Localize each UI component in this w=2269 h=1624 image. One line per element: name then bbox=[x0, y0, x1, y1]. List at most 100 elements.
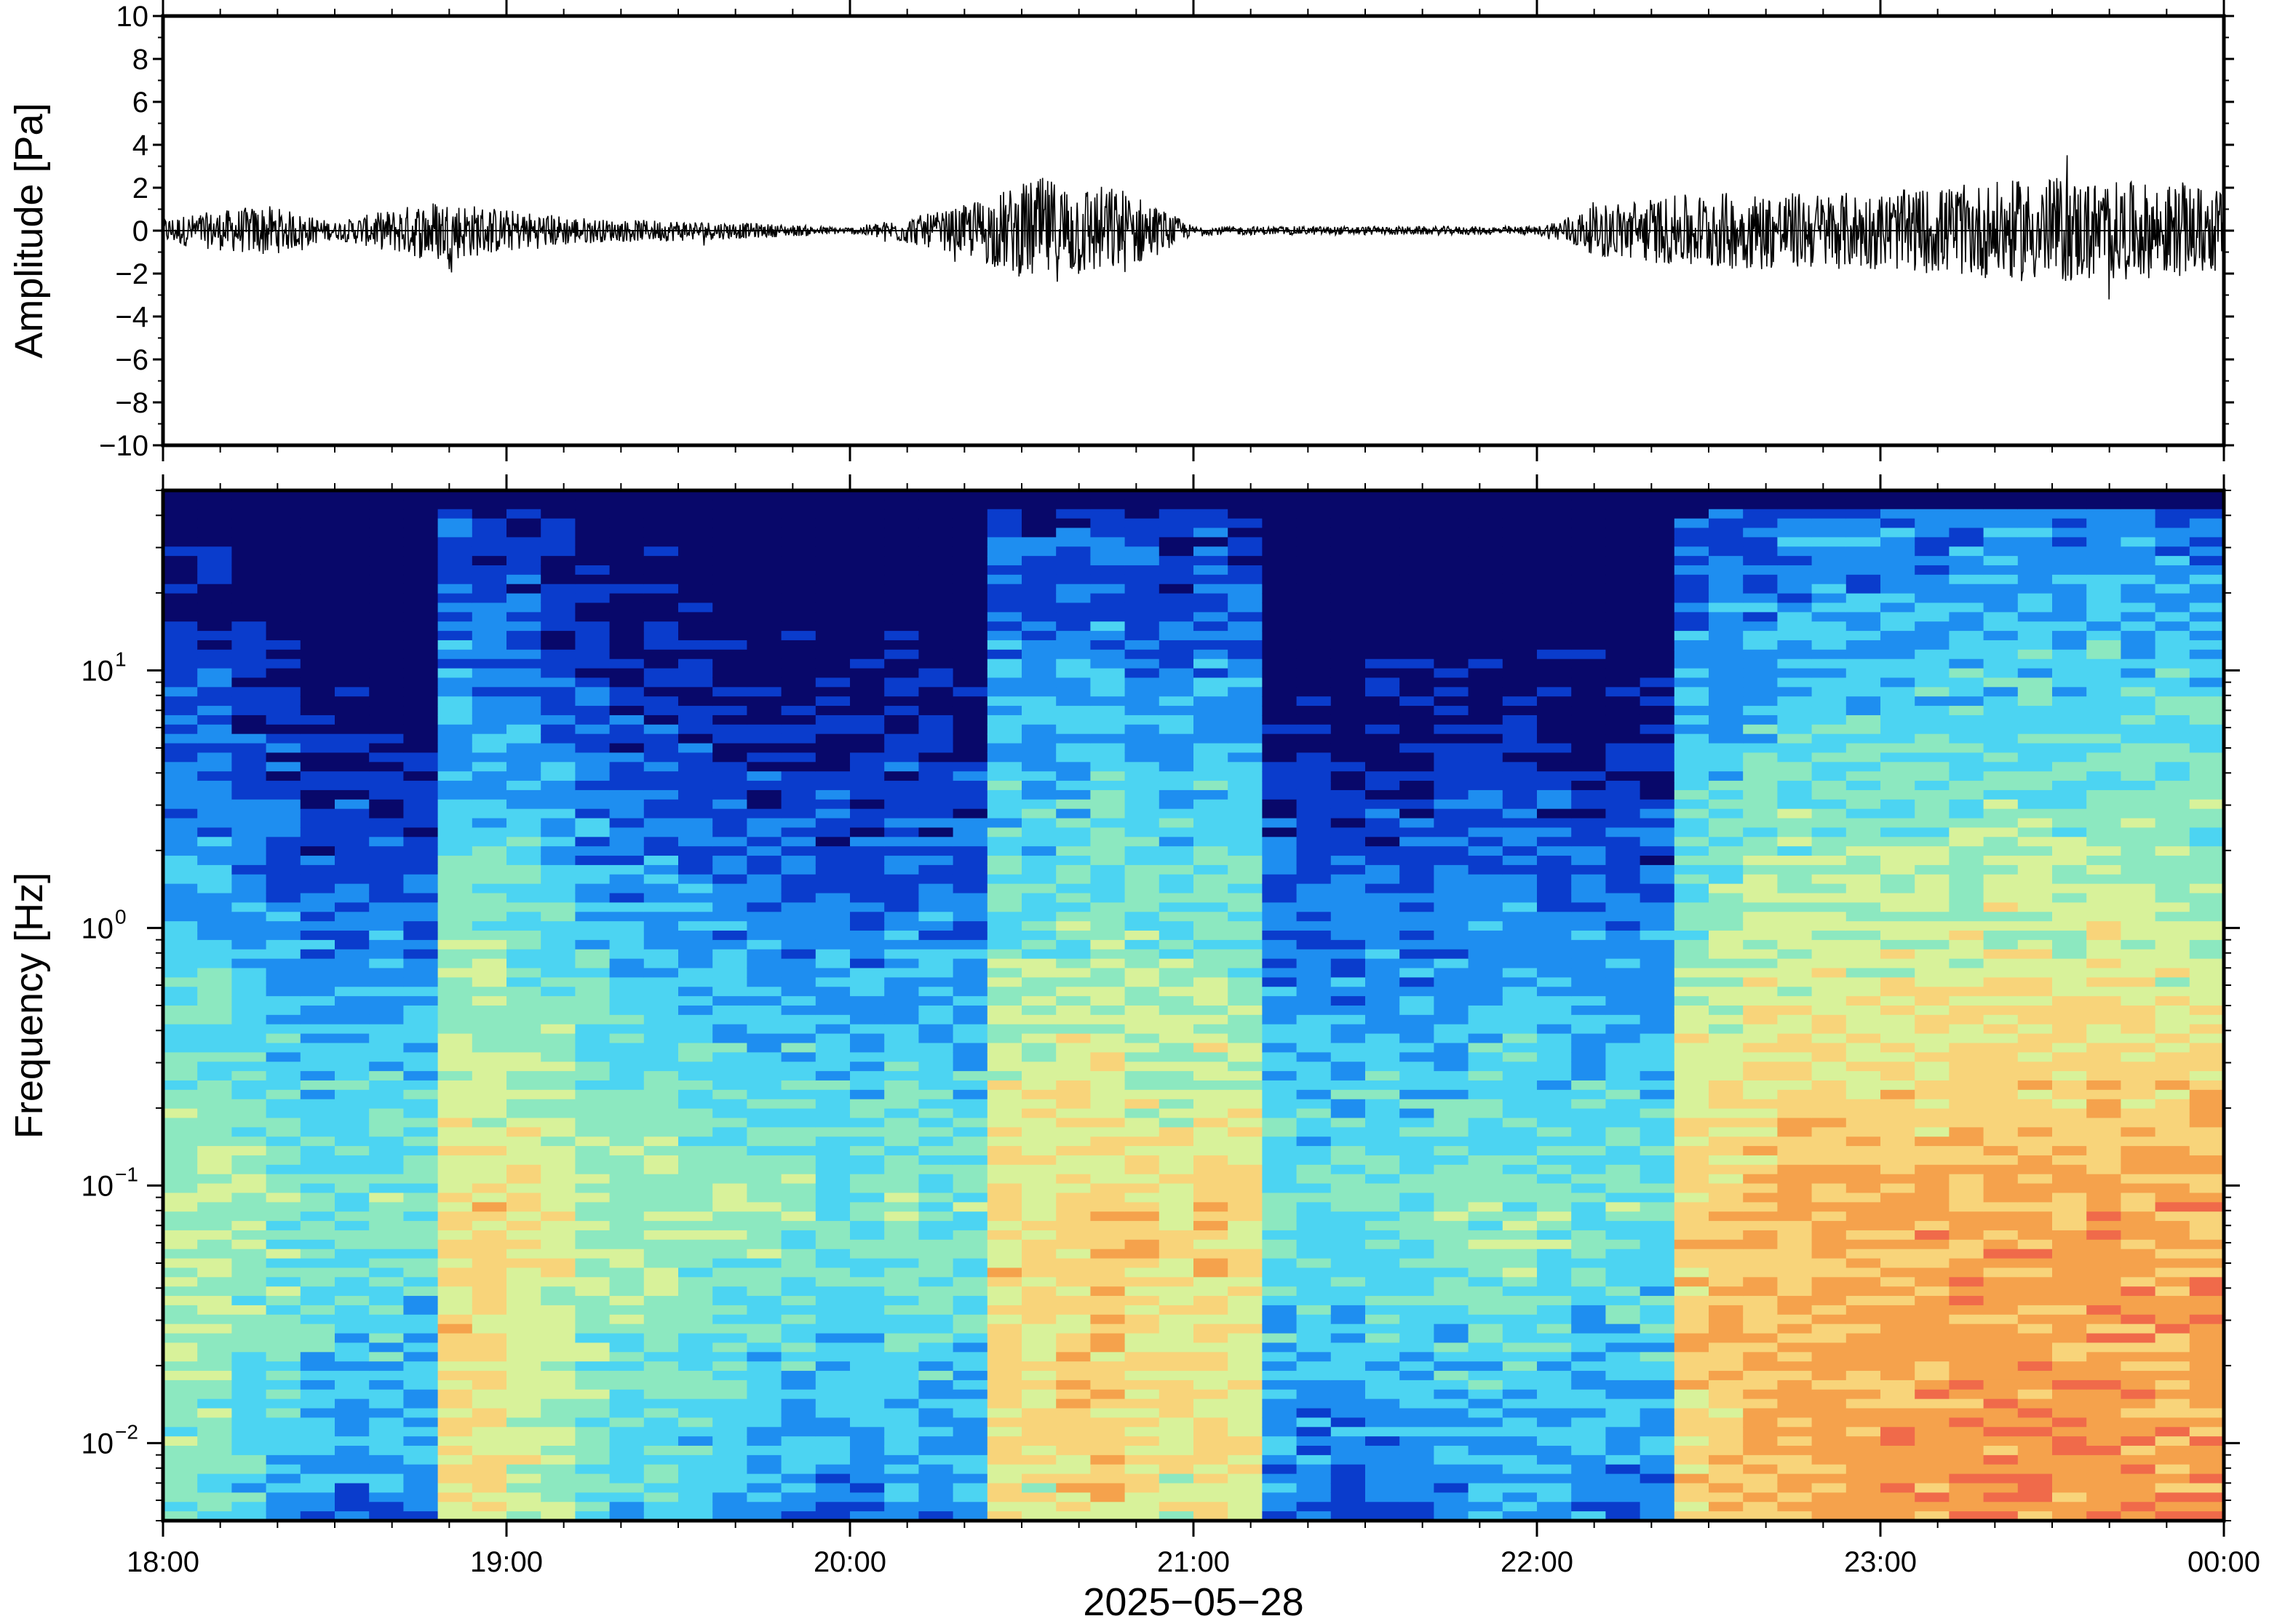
spectrogram-cell bbox=[335, 1408, 370, 1418]
spectrogram-cell bbox=[369, 733, 404, 744]
spectrogram-cell bbox=[712, 996, 747, 1006]
spectrogram-cell bbox=[1124, 874, 1160, 885]
spectrogram-cell bbox=[1537, 752, 1572, 763]
spectrogram-cell bbox=[472, 537, 507, 547]
spectrogram-cell bbox=[678, 977, 713, 987]
spectrogram-cell bbox=[1605, 621, 1641, 632]
spectrogram-cell bbox=[1365, 490, 1400, 501]
spectrogram-cell bbox=[1159, 565, 1194, 576]
spectrogram-cell bbox=[987, 1024, 1022, 1035]
spectrogram-cell bbox=[1090, 846, 1126, 856]
spectrogram-cell bbox=[781, 1446, 816, 1456]
spectrogram-cell bbox=[1056, 528, 1091, 538]
spectrogram-cell bbox=[643, 1464, 679, 1475]
spectrogram-cell bbox=[1502, 1296, 1538, 1306]
spectrogram-cell bbox=[300, 1155, 335, 1166]
spectrogram-cell bbox=[953, 1389, 988, 1400]
spectrogram-cell bbox=[1022, 1333, 1057, 1344]
spectrogram-cell bbox=[335, 1380, 370, 1390]
spectrogram-cell bbox=[747, 584, 782, 594]
spectrogram-cell bbox=[609, 846, 645, 856]
spectrogram-cell bbox=[1090, 808, 1126, 819]
spectrogram-cell bbox=[1193, 1062, 1228, 1072]
spectrogram-cell bbox=[953, 912, 988, 922]
spectrogram-cell bbox=[850, 1324, 885, 1334]
spectrogram-cell bbox=[987, 1502, 1022, 1512]
spectrogram-cell bbox=[1193, 602, 1228, 613]
spectrogram-cell bbox=[1640, 621, 1675, 632]
spectrogram-cell bbox=[1193, 1099, 1228, 1110]
spectrogram-cell bbox=[1056, 658, 1091, 669]
spectrogram-cell bbox=[747, 1511, 782, 1521]
spectrogram-cell bbox=[678, 799, 713, 810]
spectrogram-cell bbox=[369, 977, 404, 987]
spectrogram-cell bbox=[541, 856, 576, 866]
spectrogram-cell bbox=[712, 864, 747, 875]
spectrogram-cell bbox=[953, 1277, 988, 1287]
spectrogram-cell bbox=[1640, 1174, 1675, 1185]
spectrogram-cell bbox=[1605, 556, 1641, 566]
spectrogram-cell bbox=[506, 1436, 541, 1446]
spectrogram-cell bbox=[1571, 781, 1606, 791]
spectrogram-cell bbox=[1434, 1324, 1469, 1334]
spectrogram-cell bbox=[1022, 733, 1057, 744]
spectrogram-cell bbox=[747, 1258, 782, 1269]
spectrogram-cell bbox=[197, 1014, 232, 1025]
spectrogram-cell bbox=[575, 762, 611, 772]
spectrogram-cell bbox=[1640, 1436, 1675, 1446]
spectrogram-cell bbox=[231, 1398, 267, 1409]
spectrogram-cell bbox=[884, 518, 919, 529]
spectrogram-cell bbox=[300, 808, 335, 819]
spectrogram-cell bbox=[575, 1164, 611, 1175]
spectrogram-cell bbox=[231, 1043, 267, 1053]
spectrogram-cell bbox=[437, 1239, 473, 1250]
spectrogram-cell bbox=[1262, 677, 1298, 688]
spectrogram-cell bbox=[506, 1464, 541, 1475]
spectrogram-cell bbox=[403, 1267, 439, 1278]
spectrogram-cell bbox=[1124, 921, 1160, 931]
spectrogram-cell bbox=[1571, 931, 1606, 941]
spectrogram-cell bbox=[884, 715, 919, 725]
spectrogram-cell bbox=[815, 1492, 851, 1502]
spectrogram-cell bbox=[369, 724, 404, 735]
spectrogram-cell bbox=[1434, 546, 1469, 557]
spectrogram-cell bbox=[1330, 1427, 1366, 1437]
spectrogram-cell bbox=[1399, 1473, 1434, 1484]
spectrogram-cell bbox=[369, 668, 404, 679]
spectrogram-cell bbox=[1124, 1137, 1160, 1147]
spectrogram-cell bbox=[678, 724, 713, 735]
spectrogram-cell bbox=[1193, 1174, 1228, 1185]
spectrogram-cell bbox=[815, 1089, 851, 1100]
spectrogram-cell bbox=[575, 968, 611, 978]
spectrogram-cell bbox=[1296, 1033, 1332, 1044]
spectrogram-cell bbox=[1399, 1052, 1434, 1062]
spectrogram-cell bbox=[1262, 1473, 1298, 1484]
spectrogram-cell bbox=[1193, 949, 1228, 960]
spectrogram-cell bbox=[850, 621, 885, 632]
spectrogram-cell bbox=[197, 1118, 232, 1128]
spectrogram-cell bbox=[335, 1342, 370, 1353]
spectrogram-cell bbox=[815, 771, 851, 781]
spectrogram-cell bbox=[1296, 931, 1332, 941]
spectrogram-cell bbox=[918, 687, 954, 697]
spectrogram-cell bbox=[1056, 864, 1091, 875]
spectrogram-cell bbox=[1571, 1502, 1606, 1512]
spectrogram-cell bbox=[987, 781, 1022, 791]
spectrogram-cell bbox=[163, 1361, 198, 1372]
spectrogram-cell bbox=[1262, 1211, 1298, 1222]
spectrogram-cell bbox=[575, 912, 611, 922]
spectrogram-cell bbox=[781, 706, 816, 716]
spectrogram-cell bbox=[918, 1033, 954, 1044]
spectrogram-cell bbox=[1365, 631, 1400, 641]
spectrogram-cell bbox=[1124, 931, 1160, 941]
spectrogram-cell bbox=[1434, 987, 1469, 997]
spectrogram-cell bbox=[300, 789, 335, 800]
spectrogram-cell bbox=[1365, 771, 1400, 781]
spectrogram-cell bbox=[1571, 1118, 1606, 1128]
spectrogram-cell bbox=[1193, 799, 1228, 810]
spectrogram-cell bbox=[335, 818, 370, 829]
spectrogram-cell bbox=[369, 1108, 404, 1119]
spectrogram-cell bbox=[472, 799, 507, 810]
spectrogram-cell bbox=[1228, 864, 1263, 875]
spectrogram-cell bbox=[1056, 856, 1091, 866]
